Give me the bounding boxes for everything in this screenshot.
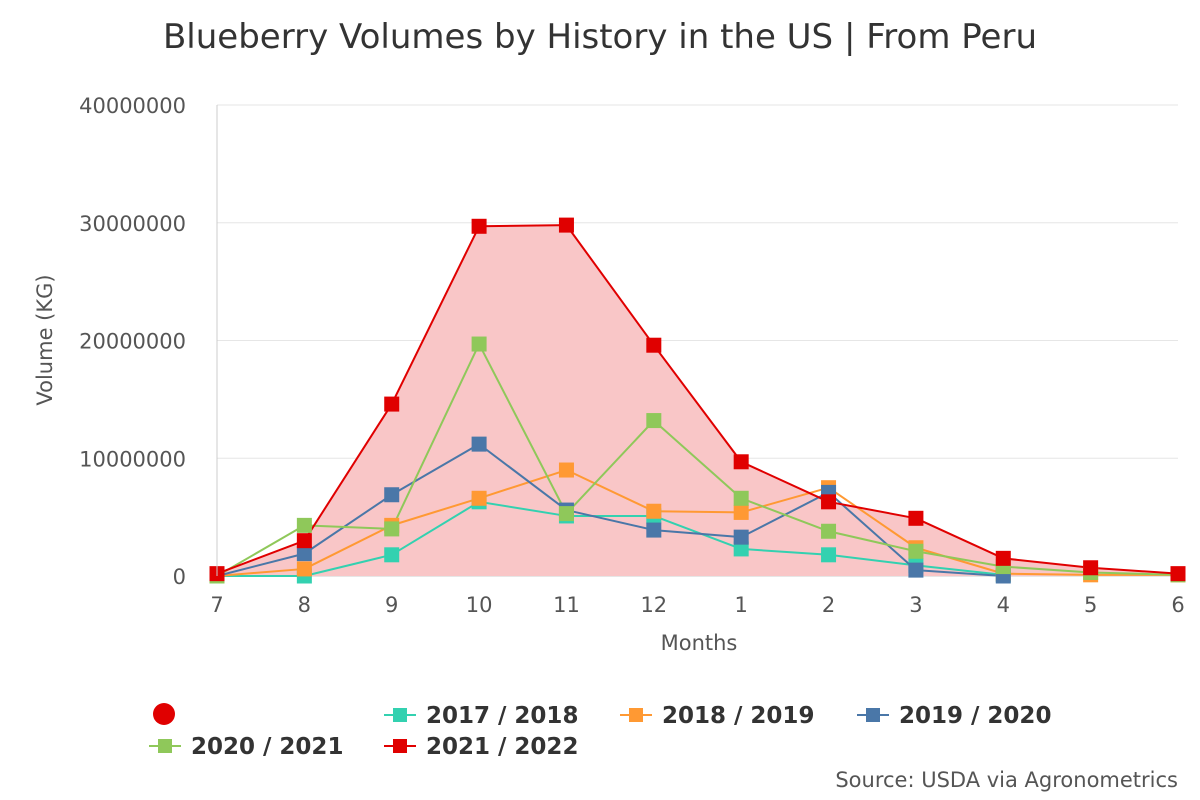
- legend: 2017 / 2018 2018 / 2019 2019 / 2020 2020 / …: [149, 703, 1051, 760]
- legend-item[interactable]: 2021 / 2022: [384, 734, 578, 760]
- data-point[interactable]: [646, 337, 662, 353]
- x-tick-label: 11: [553, 593, 580, 617]
- x-tick-label: 5: [1084, 593, 1097, 617]
- source-note: Source: USDA via Agronometrics: [835, 768, 1178, 792]
- legend-label: 2017 / 2018: [426, 703, 578, 729]
- x-tick-label: 10: [466, 593, 493, 617]
- data-point[interactable]: [733, 490, 749, 506]
- data-point[interactable]: [558, 462, 574, 478]
- data-point[interactable]: [384, 547, 400, 563]
- data-point[interactable]: [646, 503, 662, 519]
- data-point[interactable]: [384, 396, 400, 412]
- data-point[interactable]: [908, 543, 924, 559]
- legend-item[interactable]: 2019 / 2020: [857, 703, 1051, 729]
- series-line: [216, 443, 1004, 577]
- series-line: [217, 500, 1004, 577]
- legend-label: 2018 / 2019: [662, 703, 814, 729]
- data-point[interactable]: [908, 562, 924, 578]
- data-point[interactable]: [558, 506, 574, 522]
- series-line: [216, 343, 1179, 577]
- data-point[interactable]: [1083, 560, 1099, 576]
- y-tick-label: 30000000: [79, 212, 186, 236]
- data-point[interactable]: [821, 547, 837, 563]
- x-tick-label: 6: [1171, 593, 1184, 617]
- data-point[interactable]: [646, 413, 662, 429]
- data-point[interactable]: [558, 217, 574, 233]
- x-tick-label: 4: [997, 593, 1010, 617]
- data-point[interactable]: [296, 546, 312, 562]
- legend-marker: [866, 708, 880, 722]
- legend-item[interactable]: 2020 / 2021: [149, 734, 343, 760]
- data-point[interactable]: [471, 436, 487, 452]
- x-tick-label: 8: [298, 593, 311, 617]
- data-point[interactable]: [733, 454, 749, 470]
- data-point[interactable]: [733, 504, 749, 520]
- y-tick-label: 20000000: [79, 330, 186, 354]
- data-point[interactable]: [296, 533, 312, 549]
- data-point[interactable]: [821, 494, 837, 510]
- data-point[interactable]: [1170, 566, 1186, 582]
- legend-label: 2019 / 2020: [899, 703, 1051, 729]
- data-point[interactable]: [471, 490, 487, 506]
- area-layer: [217, 225, 1178, 577]
- legend-label: 2021 / 2022: [426, 734, 578, 760]
- y-tick-label: 10000000: [79, 447, 186, 471]
- x-axis-ticks: 7 8 9 10 11 12 1 2 3 4 5 6: [210, 593, 1184, 617]
- data-point[interactable]: [733, 541, 749, 557]
- data-point[interactable]: [296, 517, 312, 533]
- legend-marker: [158, 739, 172, 753]
- legend-item[interactable]: 2018 / 2019: [620, 703, 814, 729]
- y-axis-ticks: 0 10000000 20000000 30000000 40000000: [79, 94, 186, 589]
- legend-marker-unnamed[interactable]: [153, 703, 175, 725]
- data-point[interactable]: [646, 522, 662, 538]
- data-point[interactable]: [995, 550, 1011, 566]
- y-tick-label: 40000000: [79, 94, 186, 118]
- legend-marker: [629, 708, 643, 722]
- legend-marker: [393, 739, 407, 753]
- data-point[interactable]: [471, 218, 487, 234]
- data-point[interactable]: [384, 487, 400, 503]
- data-point[interactable]: [471, 336, 487, 352]
- x-tick-label: 3: [909, 593, 922, 617]
- y-axis-label: Volume (KG): [33, 274, 57, 405]
- chart-title: Blueberry Volumes by History in the US |…: [163, 17, 1037, 57]
- series-area: [217, 225, 1178, 577]
- legend-item[interactable]: 2017 / 2018: [384, 703, 578, 729]
- x-axis-label: Months: [661, 631, 738, 655]
- x-tick-label: 7: [210, 593, 223, 617]
- data-point[interactable]: [733, 529, 749, 545]
- data-point[interactable]: [821, 523, 837, 539]
- x-tick-label: 12: [640, 593, 667, 617]
- legend-marker: [393, 708, 407, 722]
- legend-label: 2020 / 2021: [191, 734, 343, 760]
- data-point[interactable]: [384, 521, 400, 537]
- y-tick-label: 0: [173, 565, 186, 589]
- series-line: [216, 469, 1178, 577]
- data-point[interactable]: [296, 561, 312, 577]
- x-tick-label: 1: [734, 593, 747, 617]
- series-line: [216, 224, 1179, 575]
- data-point[interactable]: [908, 510, 924, 526]
- x-tick-label: 9: [385, 593, 398, 617]
- x-tick-label: 2: [822, 593, 835, 617]
- series-lines: [216, 224, 1179, 577]
